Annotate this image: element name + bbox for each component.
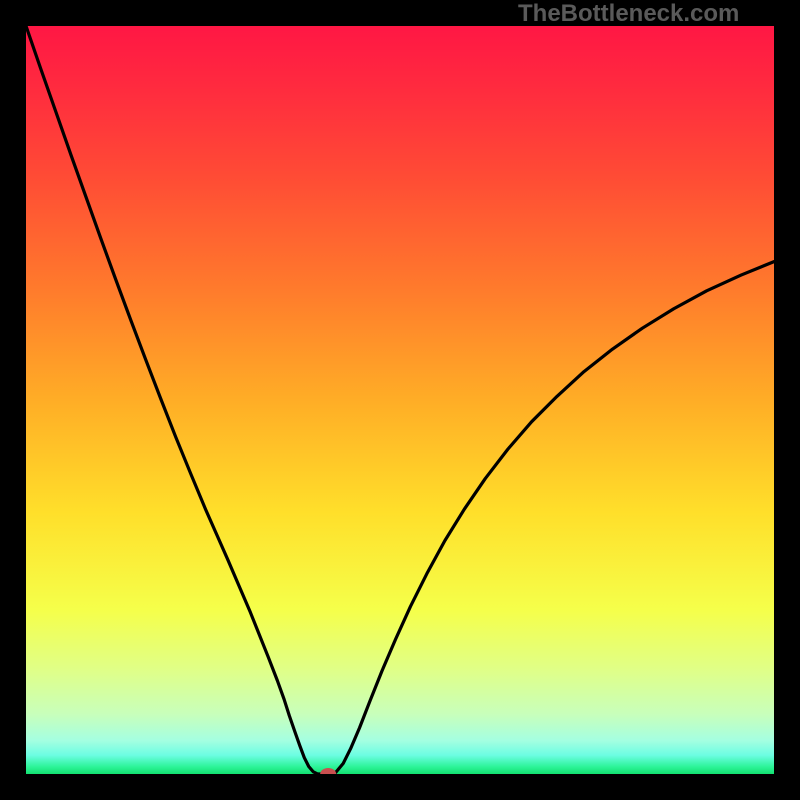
plot-svg xyxy=(26,26,774,774)
watermark-text: TheBottleneck.com xyxy=(518,0,739,28)
chart-container: TheBottleneck.com xyxy=(0,0,800,800)
gradient-background xyxy=(26,26,774,774)
plot-area xyxy=(26,26,774,774)
